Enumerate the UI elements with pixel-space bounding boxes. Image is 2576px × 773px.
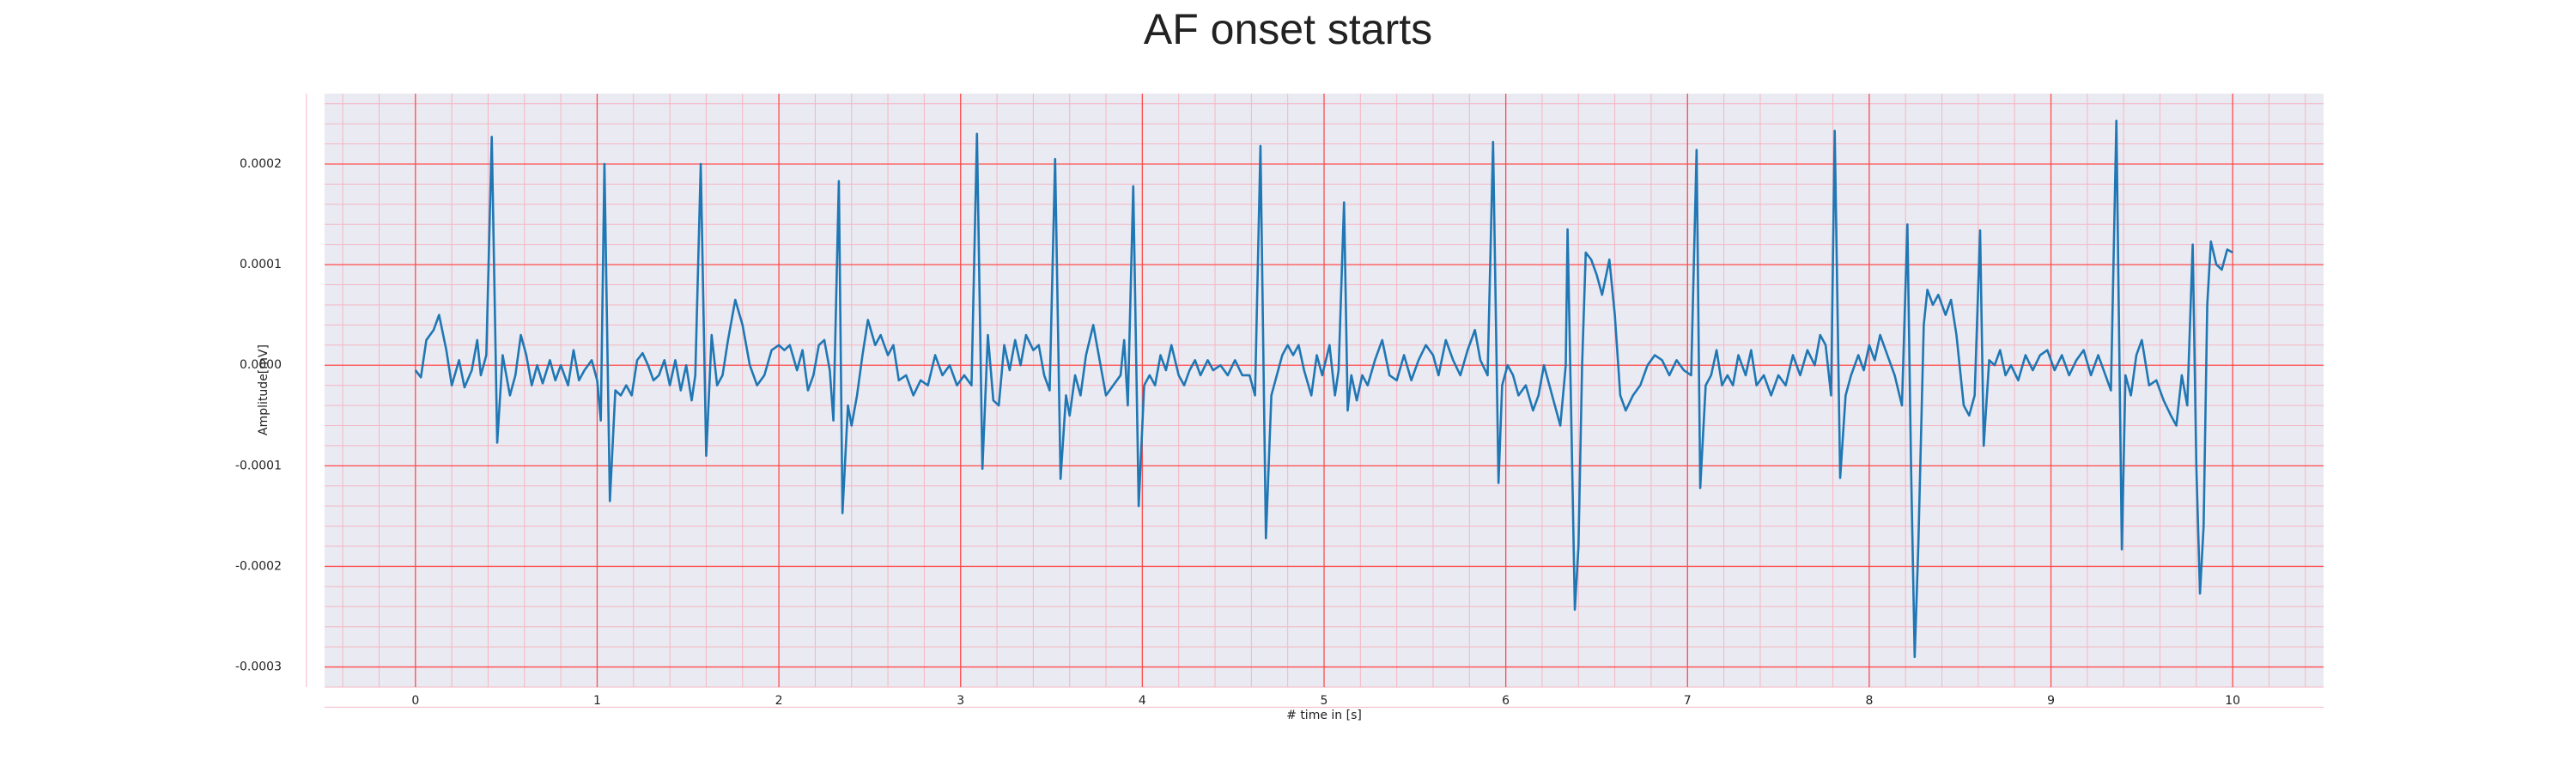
x-tick-label: 10 <box>2225 694 2240 708</box>
x-tick-label: 4 <box>1139 694 1146 708</box>
y-tick-label: 0.0002 <box>240 157 282 171</box>
x-tick-label: 6 <box>1502 694 1510 708</box>
x-axis-label: # time in [s] <box>1286 709 1362 722</box>
x-tick-label: 8 <box>1865 694 1873 708</box>
y-tick-label: -0.0002 <box>235 559 282 573</box>
signal-line <box>414 119 2233 659</box>
x-tick-label: 2 <box>775 694 783 708</box>
y-axis-label: Amplitude[mV] <box>257 344 270 435</box>
x-tick-label: 0 <box>411 694 419 708</box>
y-tick-label: -0.0003 <box>235 660 282 674</box>
x-tick-label: 7 <box>1684 694 1692 708</box>
x-tick-label: 1 <box>593 694 601 708</box>
chart-title: AF onset starts <box>1144 5 1432 53</box>
x-tick-label: 5 <box>1321 694 1328 708</box>
y-tick-label: 0.0001 <box>240 258 282 271</box>
y-tick-label: -0.0001 <box>235 459 282 472</box>
x-tick-label: 9 <box>2047 694 2055 708</box>
y-tick-label: 0.0000 <box>240 358 282 372</box>
x-tick-label: 3 <box>957 694 964 708</box>
